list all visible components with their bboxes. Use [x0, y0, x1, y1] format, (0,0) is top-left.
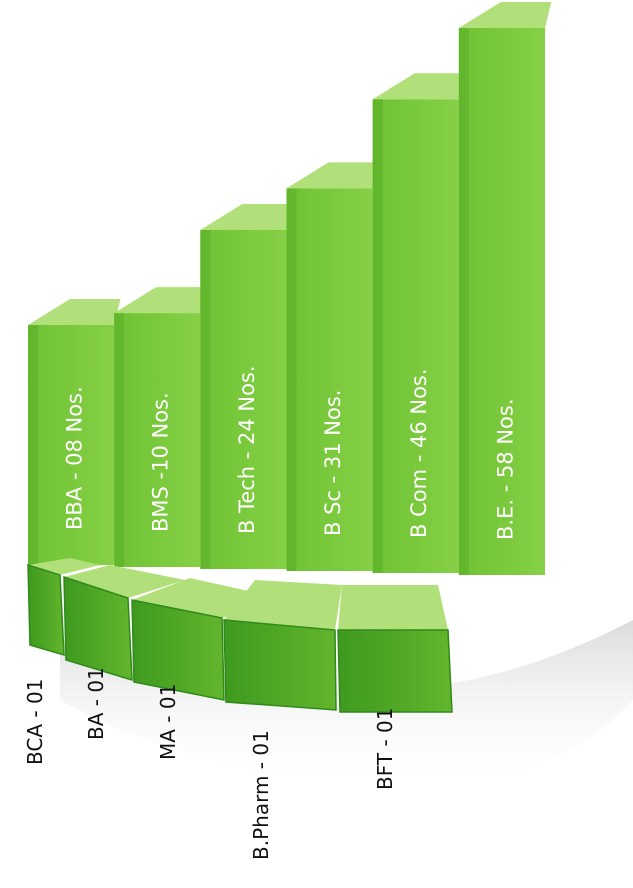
tall-bars: BBA - 08 Nos. BMS -10 Nos. B Tech - 24 Nos…	[28, 2, 552, 575]
small-bar-face-2	[131, 599, 225, 701]
bar-top-2	[200, 203, 293, 230]
small-bar-label-0: BCA - 01	[23, 679, 47, 765]
bar-face-2	[200, 229, 287, 569]
bar-top-5	[458, 2, 552, 28]
bar-label-3: B Sc - 31 Nos.	[321, 390, 345, 536]
bar-side-0	[28, 325, 38, 565]
bar-side-1	[114, 313, 125, 567]
bar-face-0	[28, 325, 115, 565]
bar-label-2: B Tech - 24 Nos.	[235, 365, 259, 534]
small-bar-4: BFT - 01	[337, 585, 453, 790]
bar-top-3	[286, 162, 379, 189]
small-bars: BCA - 01 BA - 01 MA - 01 B.Pharm - 01 BFT - …	[23, 558, 453, 860]
small-bar-face-4	[337, 629, 453, 713]
small-bar-label-4: BFT - 01	[373, 708, 397, 790]
bar-3: B Sc - 31 Nos.	[286, 162, 379, 571]
bar-4: B Com - 46 Nos.	[372, 73, 466, 573]
small-bar-label-3: B.Pharm - 01	[249, 730, 273, 860]
bar-2: B Tech - 24 Nos.	[200, 203, 293, 569]
bar-side-2	[200, 229, 211, 569]
bar-face-1	[114, 313, 201, 567]
bar-side-4	[372, 99, 383, 573]
small-bar-top-3	[224, 580, 342, 630]
bar-face-4	[372, 99, 459, 573]
bar-top-0	[28, 299, 121, 325]
small-bar-face-0	[27, 563, 65, 657]
small-bar-top-0	[28, 558, 100, 575]
small-bar-label-2: MA - 01	[156, 684, 180, 760]
small-bar-0: BCA - 01	[23, 558, 100, 765]
bar-top-1	[114, 287, 207, 314]
small-bar-top-4	[338, 585, 448, 630]
bar-side-3	[286, 188, 297, 571]
bar-top-4	[372, 73, 466, 100]
bar-face-3	[286, 188, 373, 571]
small-bar-face-1	[63, 575, 133, 682]
bar-5: B.E. - 58 Nos.	[458, 2, 552, 575]
bar-label-4: B Com - 46 Nos.	[407, 368, 431, 538]
small-bar-top-1	[64, 565, 185, 598]
bar-1: BMS -10 Nos.	[114, 287, 207, 567]
bar-face-5	[458, 28, 545, 575]
small-bar-1: BA - 01	[63, 565, 185, 740]
small-bar-face-3	[223, 619, 337, 711]
small-bar-3: B.Pharm - 01	[223, 580, 342, 860]
bar-label-1: BMS -10 Nos.	[149, 392, 173, 532]
bar-side-5	[458, 28, 469, 575]
bar-label-0: BBA - 08 Nos.	[62, 386, 86, 530]
bar-0: BBA - 08 Nos.	[28, 299, 121, 565]
bar-label-5: B.E. - 58 Nos.	[493, 398, 517, 540]
small-bar-label-1: BA - 01	[84, 667, 108, 740]
